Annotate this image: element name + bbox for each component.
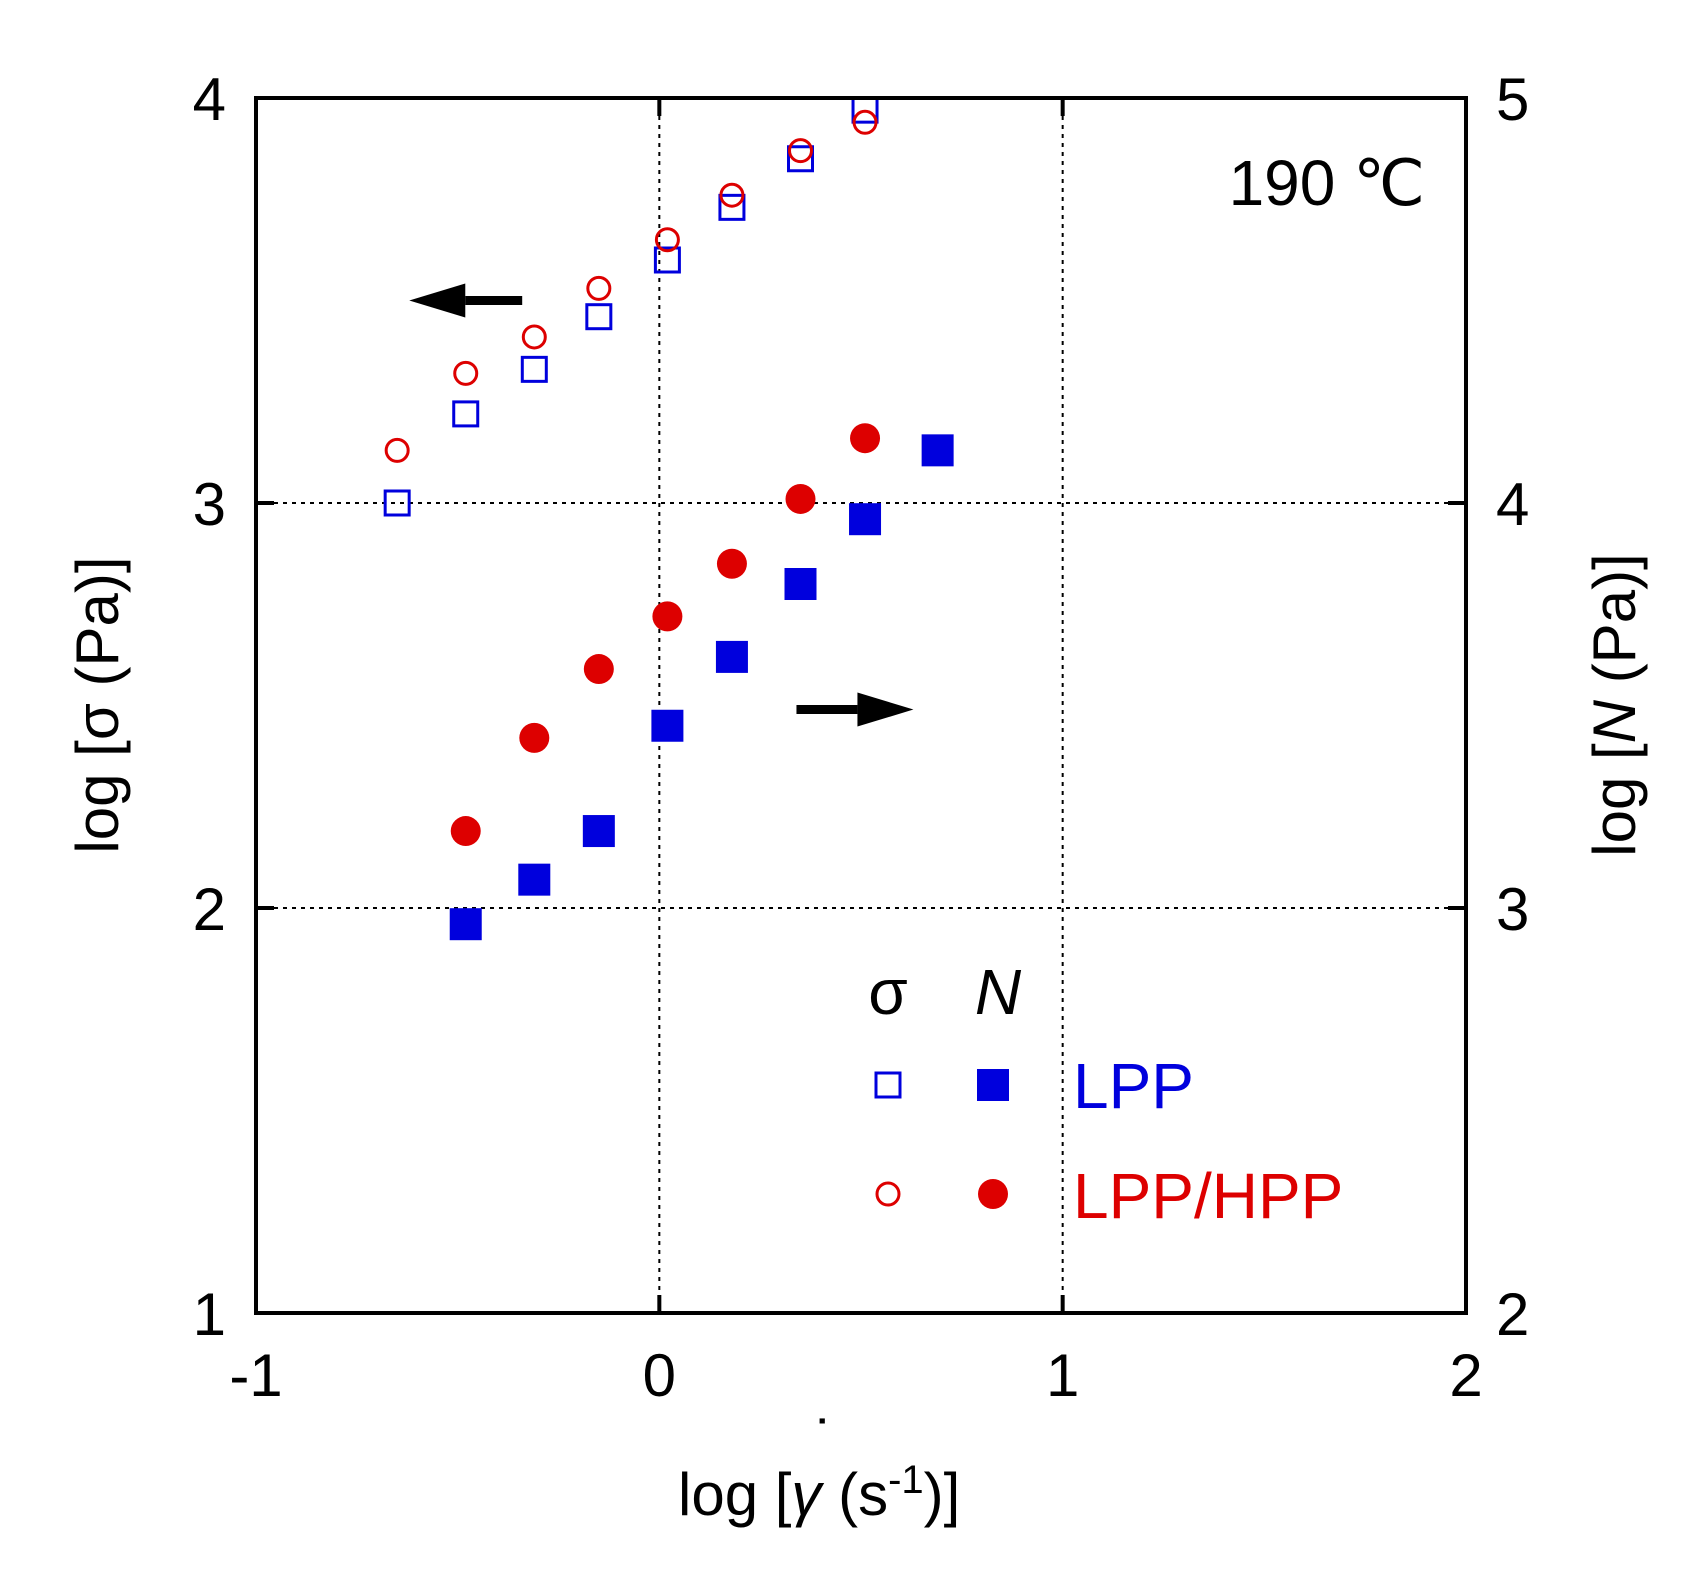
- point-lpp-n: [518, 863, 551, 896]
- point-lpp-hpp-n: [519, 722, 550, 753]
- x-label-gamma: γ: [791, 1461, 824, 1528]
- legend-marker-lpp-hpp-n: [978, 1179, 1008, 1209]
- point-lpp-hpp-n: [583, 654, 614, 685]
- x-tick-label: 1: [1046, 1342, 1079, 1409]
- legend-markers: [874, 1069, 1009, 1209]
- y-right-label-pre: log [: [1581, 743, 1648, 857]
- y-right-axis-label: log [N (Pa)]: [1581, 553, 1648, 856]
- x-label-sup: -1: [888, 1458, 924, 1502]
- point-lpp-hpp-n: [850, 423, 881, 454]
- point-lpp-hpp: [852, 109, 878, 135]
- point-lpp-n: [715, 640, 748, 673]
- y-left-tick-label: 3: [193, 471, 226, 538]
- point-lpp-n: [449, 908, 482, 941]
- point-lpp-hpp-n: [785, 483, 816, 514]
- x-tick-label: -1: [229, 1342, 282, 1409]
- point-lpp-hpp: [719, 182, 745, 208]
- y-right-tick-label: 5: [1496, 66, 1529, 133]
- y-right-label-post: (Pa)]: [1581, 553, 1648, 700]
- legend-marker-lpp-sigma: [874, 1071, 902, 1099]
- y-left-tick-label: 2: [193, 876, 226, 943]
- legend-header-n: N: [975, 956, 1022, 1028]
- legend-marker-lpp-hpp-sigma: [875, 1181, 901, 1207]
- direction-arrows: [409, 283, 914, 727]
- point-lpp-n: [849, 503, 882, 536]
- point-lpp-hpp-n: [716, 548, 747, 579]
- x-axis-label: log [γ (s-1)] ˙: [678, 1408, 960, 1528]
- y-right-tick-labels: 2 3 4 5: [1496, 66, 1529, 1348]
- legend-marker-lpp-n: [977, 1069, 1009, 1101]
- legend-label-lpp-hpp: LPP/HPP: [1073, 1160, 1343, 1232]
- arrow-left-head: [409, 283, 466, 318]
- data-marks: [383, 96, 954, 941]
- point-lpp-n: [582, 815, 615, 848]
- y-left-tick-labels: 1 2 3 4: [193, 66, 226, 1348]
- point-lpp-hpp: [521, 324, 547, 350]
- point-lpp-hpp: [384, 437, 410, 463]
- x-label-mid: (s: [821, 1461, 888, 1528]
- point-lpp: [520, 355, 548, 383]
- x-label-pre: log [: [678, 1461, 792, 1528]
- point-lpp: [653, 246, 681, 274]
- y-left-axis-label: log [σ (Pa)]: [64, 556, 131, 853]
- x-label-dot: ˙: [815, 1408, 835, 1475]
- point-lpp-hpp-n: [450, 816, 481, 847]
- x-label-post: )]: [924, 1461, 961, 1528]
- point-lpp-hpp: [586, 275, 612, 301]
- point-lpp: [718, 193, 746, 221]
- y-right-tick-label: 4: [1496, 471, 1529, 538]
- y-right-tick-label: 2: [1496, 1281, 1529, 1348]
- legend: σ N LPP LPP/HPP: [868, 956, 1343, 1232]
- legend-label-lpp: LPP: [1073, 1050, 1194, 1122]
- svg-text:log [γ (s-1)]: log [γ (s-1)]: [678, 1458, 960, 1528]
- temperature-annotation: 190 ℃: [1229, 147, 1425, 219]
- point-lpp-hpp: [788, 138, 813, 164]
- point-lpp: [452, 400, 480, 428]
- arrow-right-head: [857, 692, 914, 727]
- x-tick-label: 0: [643, 1342, 676, 1409]
- x-tick-labels: -1 0 1 2: [229, 1342, 1482, 1409]
- point-lpp-hpp-n: [652, 601, 683, 632]
- point-lpp: [787, 145, 814, 173]
- point-lpp-hpp: [654, 227, 680, 253]
- legend-header-sigma: σ: [868, 956, 908, 1028]
- grid: [256, 98, 1466, 1313]
- y-right-label-italic: N: [1581, 699, 1648, 743]
- point-lpp-n: [784, 568, 817, 600]
- plot-frame: [254, 96, 1468, 1315]
- y-left-tick-label: 4: [193, 66, 226, 133]
- point-lpp-hpp: [453, 360, 479, 386]
- point-lpp-n: [651, 709, 684, 742]
- point-lpp: [383, 489, 411, 517]
- x-tick-label: 2: [1449, 1342, 1482, 1409]
- y-left-tick-label: 1: [193, 1281, 226, 1348]
- point-lpp: [585, 303, 613, 331]
- y-right-tick-label: 3: [1496, 876, 1529, 943]
- point-lpp-n: [921, 434, 954, 467]
